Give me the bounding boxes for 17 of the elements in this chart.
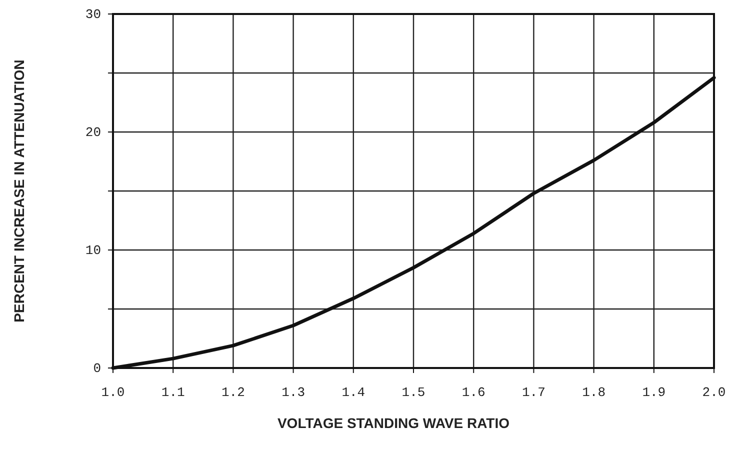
x-tick-label: 1.7: [522, 385, 546, 400]
x-tick-label: 1.4: [342, 385, 366, 400]
x-tick-label: 1.5: [402, 385, 426, 400]
x-tick-label: 2.0: [702, 385, 726, 400]
y-tick-label: 10: [85, 243, 101, 258]
y-tick-label: 30: [85, 7, 101, 22]
y-tick-label: 20: [85, 125, 101, 140]
x-tick-label: 1.1: [161, 385, 185, 400]
x-tick-label: 1.2: [221, 385, 245, 400]
x-tick-label: 1.0: [101, 385, 125, 400]
y-axis-title: PERCENT INCREASE IN ATTENUATION: [11, 60, 27, 322]
x-axis-title: VOLTAGE STANDING WAVE RATIO: [277, 415, 510, 431]
x-tick-label: 1.9: [642, 385, 666, 400]
y-tick-label: 0: [93, 361, 101, 376]
x-tick-label: 1.3: [282, 385, 306, 400]
x-tick-label: 1.8: [582, 385, 606, 400]
x-tick-label: 1.6: [462, 385, 486, 400]
